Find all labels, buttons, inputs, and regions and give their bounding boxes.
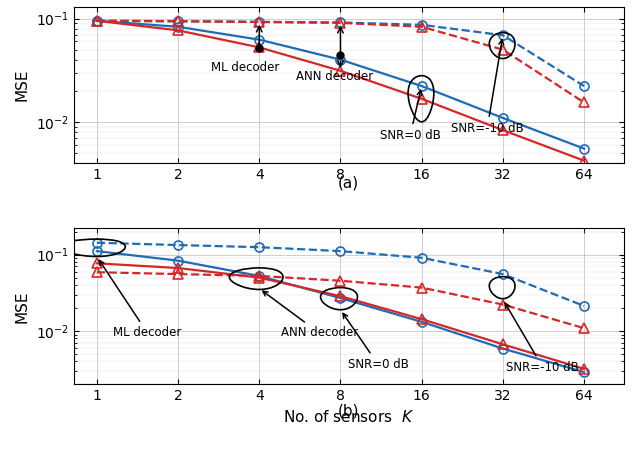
Text: SNR=-10 dB: SNR=-10 dB [505, 303, 579, 374]
Y-axis label: MSE: MSE [15, 290, 30, 323]
Text: SNR=-10 dB: SNR=-10 dB [451, 40, 524, 135]
Text: (a): (a) [338, 175, 360, 190]
Text: ANN decoder: ANN decoder [296, 70, 373, 83]
Text: ANN decoder: ANN decoder [263, 291, 358, 339]
Text: (b): (b) [338, 403, 360, 418]
Text: ML decoder: ML decoder [211, 61, 280, 74]
Text: SNR=0 dB: SNR=0 dB [343, 313, 408, 371]
Text: SNR=0 dB: SNR=0 dB [380, 91, 440, 142]
Text: ML decoder: ML decoder [99, 260, 182, 339]
Y-axis label: MSE: MSE [15, 69, 30, 101]
X-axis label: No. of sensors  $\mathit{K}$: No. of sensors $\mathit{K}$ [284, 409, 414, 425]
